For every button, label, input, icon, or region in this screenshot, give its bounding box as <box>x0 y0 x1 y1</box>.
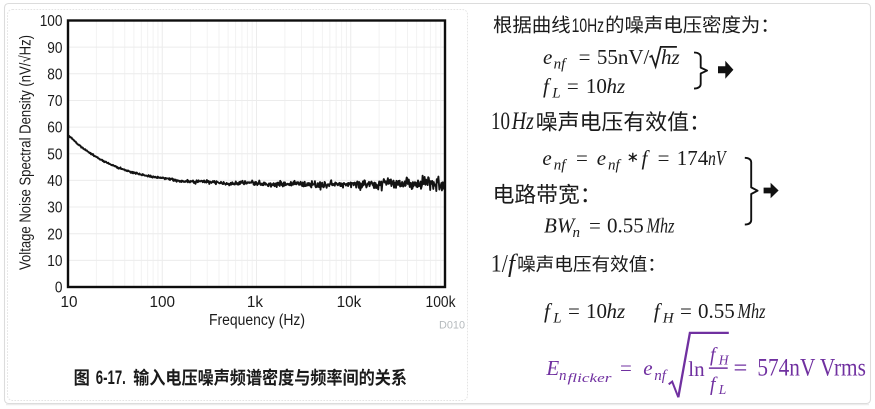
svg-text:10: 10 <box>60 294 77 311</box>
svg-text:=: = <box>620 356 632 380</box>
svg-text:e: e <box>643 356 652 380</box>
svg-text:1k: 1k <box>247 294 264 311</box>
svg-text:Mhz: Mhz <box>737 299 766 323</box>
svg-text:nf: nf <box>608 158 622 174</box>
svg-text:e: e <box>543 45 552 69</box>
svg-text:60: 60 <box>47 120 63 137</box>
svg-text:hz: hz <box>607 74 626 98</box>
svg-text:D010: D010 <box>439 320 465 332</box>
svg-text:10: 10 <box>47 253 63 270</box>
svg-text:70: 70 <box>47 93 63 110</box>
svg-text:Voltage Noise Spectral Density: Voltage Noise Spectral Density (nV/√Hz) <box>18 35 35 270</box>
svg-text:f: f <box>710 374 718 395</box>
svg-text:BW: BW <box>544 214 577 238</box>
svg-text:flicker: flicker <box>568 370 613 385</box>
svg-text:f: f <box>642 146 651 170</box>
svg-text:80: 80 <box>47 66 63 83</box>
svg-text:174: 174 <box>677 146 709 170</box>
svg-text:6-17.: 6-17. <box>96 367 126 389</box>
svg-text:10: 10 <box>586 74 607 98</box>
svg-text:f: f <box>654 299 663 323</box>
svg-text:Mhz: Mhz <box>646 214 675 238</box>
svg-text:=: = <box>658 146 670 170</box>
svg-text:100: 100 <box>40 13 63 30</box>
svg-text:10Hz: 10Hz <box>572 16 605 37</box>
svg-text:f: f <box>543 74 552 98</box>
svg-text:10: 10 <box>491 106 510 135</box>
svg-text:nf: nf <box>554 57 568 73</box>
svg-text:=: = <box>579 45 591 69</box>
svg-text:0: 0 <box>55 280 63 297</box>
svg-text:f: f <box>508 248 519 277</box>
svg-text:L: L <box>718 382 727 397</box>
svg-text:10: 10 <box>586 299 607 323</box>
svg-text:n: n <box>559 368 567 384</box>
svg-text:40: 40 <box>47 173 63 190</box>
svg-text:=: = <box>576 146 588 170</box>
svg-text:1/: 1/ <box>491 248 509 277</box>
svg-text:=: = <box>680 299 692 323</box>
svg-text:f: f <box>710 345 718 366</box>
svg-text:574nV Vrms: 574nV Vrms <box>757 355 866 382</box>
svg-text:nV: nV <box>708 146 727 170</box>
svg-text:ln: ln <box>688 357 705 381</box>
svg-text:hz: hz <box>607 299 626 323</box>
svg-text:=: = <box>734 355 748 382</box>
svg-text:H: H <box>662 311 675 327</box>
svg-text:100: 100 <box>150 294 176 311</box>
svg-text:0.55: 0.55 <box>698 299 735 323</box>
svg-text:10k: 10k <box>337 294 362 311</box>
svg-text:e: e <box>542 146 551 170</box>
svg-text:e: e <box>597 146 606 170</box>
svg-text:90: 90 <box>47 40 63 57</box>
svg-text:f: f <box>544 299 553 323</box>
svg-text:55nV/: 55nV/ <box>597 45 650 69</box>
svg-text:hz: hz <box>661 45 680 69</box>
svg-text:30: 30 <box>47 200 63 217</box>
svg-text:H: H <box>718 353 730 368</box>
svg-text:20: 20 <box>47 226 63 243</box>
svg-text:=: = <box>568 299 580 323</box>
svg-text:100k: 100k <box>426 294 456 311</box>
svg-text:L: L <box>552 311 561 327</box>
svg-text:=: = <box>589 214 601 238</box>
svg-text:0.55: 0.55 <box>607 214 644 238</box>
svg-text:E: E <box>545 356 559 380</box>
svg-text:n: n <box>573 225 581 241</box>
svg-text:Hz: Hz <box>511 106 534 135</box>
svg-text:=: = <box>567 74 579 98</box>
svg-text:nf: nf <box>654 368 668 384</box>
svg-text:50: 50 <box>47 146 63 163</box>
svg-text:nf: nf <box>554 158 568 174</box>
svg-text:L: L <box>551 86 560 102</box>
svg-text:Frequency (Hz): Frequency (Hz) <box>209 312 305 329</box>
